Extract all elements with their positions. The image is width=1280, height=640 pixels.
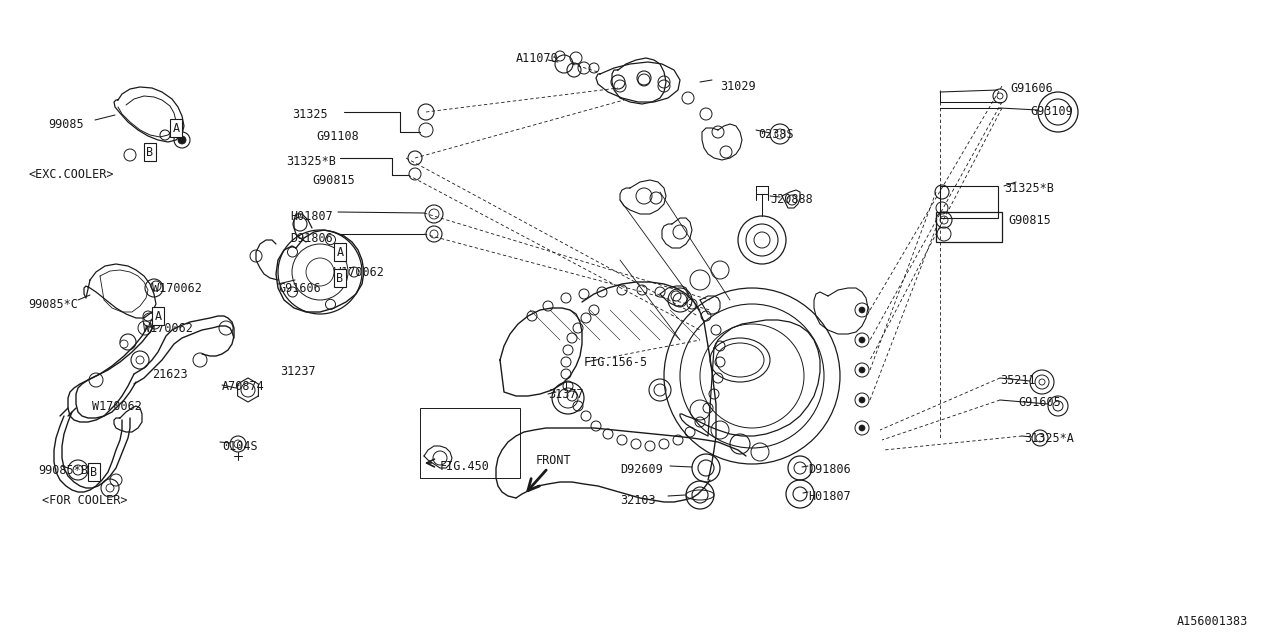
Text: G91606: G91606	[278, 282, 321, 295]
Text: A: A	[173, 122, 179, 134]
Text: A: A	[155, 310, 161, 323]
Text: H01807: H01807	[808, 490, 851, 503]
Text: 31325*B: 31325*B	[1004, 182, 1053, 195]
Text: G91605: G91605	[1018, 396, 1061, 409]
Text: 31325*B: 31325*B	[285, 155, 335, 168]
Text: W170062: W170062	[92, 400, 142, 413]
Text: 31377: 31377	[548, 388, 584, 401]
Text: FRONT: FRONT	[536, 454, 572, 467]
Bar	[936, 212, 1002, 242]
Text: 31325: 31325	[292, 108, 328, 121]
Text: 21623: 21623	[152, 368, 188, 381]
Bar	[420, 408, 520, 478]
Text: G90815: G90815	[312, 174, 355, 187]
Text: G93109: G93109	[1030, 105, 1073, 118]
Text: A156001383: A156001383	[1176, 615, 1248, 628]
Text: <FOR COOLER>: <FOR COOLER>	[42, 494, 128, 507]
Circle shape	[859, 367, 865, 373]
Text: 32103: 32103	[620, 494, 655, 507]
Text: A: A	[337, 246, 343, 259]
Text: 0238S: 0238S	[758, 128, 794, 141]
Text: 31237: 31237	[280, 365, 316, 378]
Text: W170062: W170062	[143, 322, 193, 335]
Text: 31029: 31029	[721, 80, 755, 93]
Text: W170062: W170062	[334, 266, 384, 279]
Text: G90815: G90815	[1009, 214, 1051, 227]
Circle shape	[178, 136, 186, 144]
Circle shape	[859, 337, 865, 343]
Text: B: B	[146, 145, 154, 159]
Text: 0104S: 0104S	[221, 440, 257, 453]
Text: H01807: H01807	[291, 210, 333, 223]
Text: B: B	[91, 465, 97, 479]
Text: W170062: W170062	[152, 282, 202, 295]
Text: A70874: A70874	[221, 380, 265, 393]
Text: 31325*A: 31325*A	[1024, 432, 1074, 445]
Text: FIG.156-5: FIG.156-5	[584, 356, 648, 369]
Bar	[940, 186, 998, 218]
Text: A11070: A11070	[516, 52, 559, 65]
Circle shape	[859, 397, 865, 403]
Text: 99085: 99085	[49, 118, 83, 131]
Text: 99085*B: 99085*B	[38, 464, 88, 477]
Text: <EXC.COOLER>: <EXC.COOLER>	[28, 168, 114, 181]
Text: G91606: G91606	[1010, 82, 1052, 95]
Text: D92609: D92609	[620, 463, 663, 476]
Circle shape	[859, 425, 865, 431]
Text: 35211: 35211	[1000, 374, 1036, 387]
Text: G91108: G91108	[316, 130, 358, 143]
Circle shape	[997, 93, 1004, 99]
Text: D91806: D91806	[808, 463, 851, 476]
Circle shape	[120, 340, 128, 348]
Text: FIG.450: FIG.450	[440, 460, 490, 473]
Text: B: B	[337, 271, 343, 285]
Text: 99085*C: 99085*C	[28, 298, 78, 311]
Circle shape	[859, 307, 865, 313]
Text: J20888: J20888	[771, 193, 813, 206]
Text: D91806: D91806	[291, 232, 333, 245]
